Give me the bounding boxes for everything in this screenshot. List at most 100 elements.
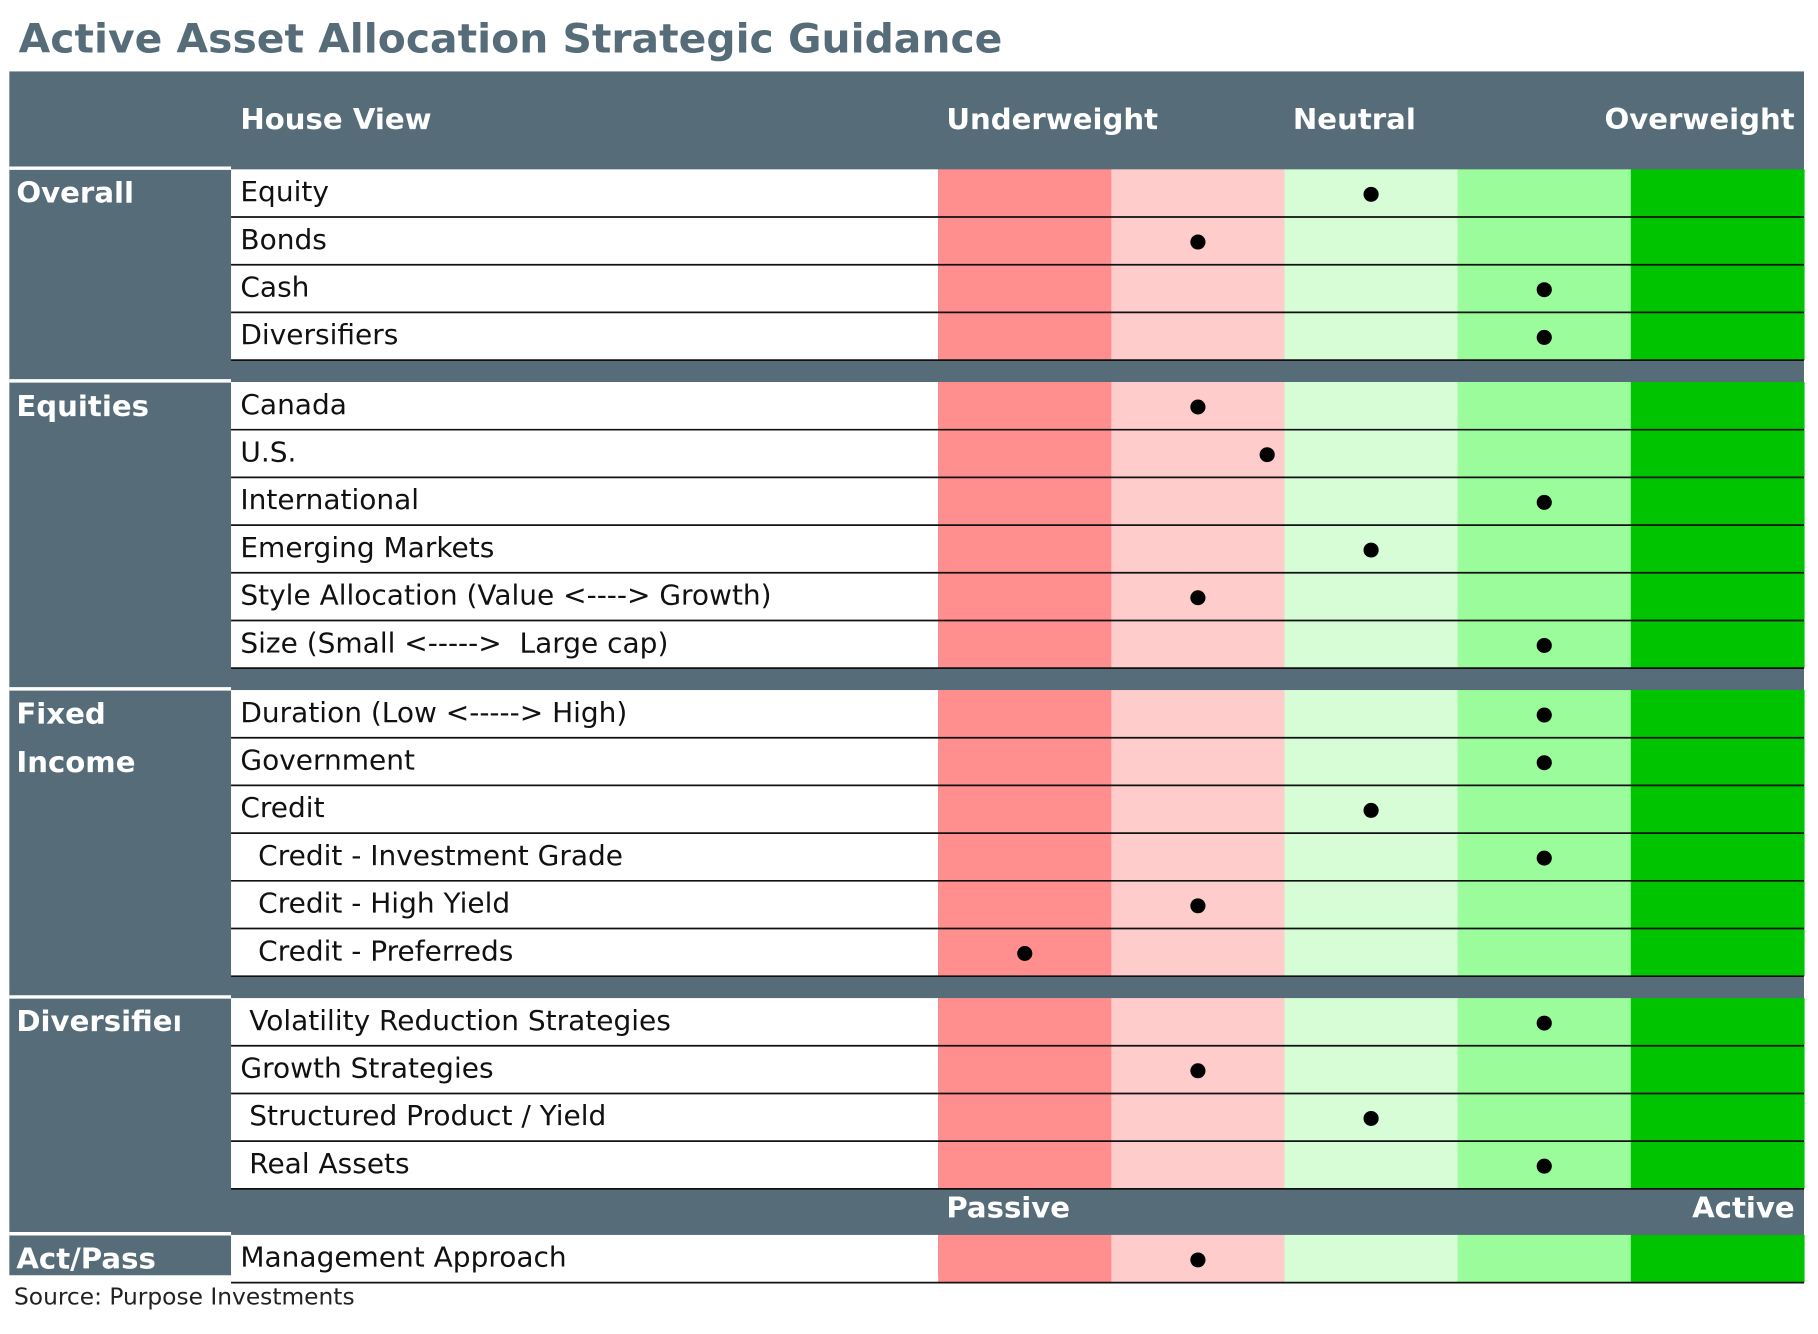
scale-cell xyxy=(1284,737,1459,786)
position-dot xyxy=(1536,1015,1552,1031)
group-label: Diversifiers xyxy=(16,1004,179,1039)
group-label: Equities xyxy=(16,388,150,423)
scale-cell xyxy=(1630,1093,1805,1142)
label-cell xyxy=(231,880,939,929)
label-cell xyxy=(231,312,939,361)
scale-cell xyxy=(1630,1234,1805,1283)
scale-cell xyxy=(1457,572,1632,621)
label-cell xyxy=(231,169,939,218)
scale-cell xyxy=(1630,690,1805,738)
scale-cell xyxy=(1457,928,1632,977)
label-cell xyxy=(231,833,939,881)
scale-cell xyxy=(938,312,1112,361)
position-dot xyxy=(1536,850,1552,866)
row-label: Volatility Reduction Strategies xyxy=(240,1004,670,1037)
scale-cell xyxy=(1284,998,1459,1046)
position-dot xyxy=(1190,399,1206,415)
scale-cell xyxy=(1630,785,1805,834)
position-dot xyxy=(1190,898,1206,914)
scale-cell xyxy=(1284,880,1459,929)
row-label: Credit xyxy=(240,791,324,824)
scale-cell xyxy=(938,1093,1112,1142)
group-label: Fixed Income xyxy=(16,696,136,779)
scale-cell xyxy=(1284,928,1459,977)
row-label: Duration (Low <-----> High) xyxy=(240,696,627,729)
scale-cell xyxy=(1284,1141,1459,1189)
scale-cell xyxy=(1284,1234,1459,1283)
position-dot xyxy=(1190,590,1206,606)
scale-cell xyxy=(938,1141,1112,1189)
group-label-box: Equities xyxy=(16,388,150,423)
scale-cell xyxy=(1457,785,1632,834)
scale-cell xyxy=(938,737,1112,786)
scale-cell xyxy=(1111,1093,1286,1142)
position-dot xyxy=(1536,1158,1552,1174)
scale-cell xyxy=(1111,737,1286,786)
row-label: Cash xyxy=(240,271,309,304)
position-dot xyxy=(1190,1252,1206,1268)
position-dot xyxy=(1190,234,1206,250)
scale-cell xyxy=(1111,998,1286,1046)
group-label: Act/Pass xyxy=(16,1241,156,1276)
scale-cell xyxy=(1630,1045,1805,1094)
scale-cell xyxy=(1111,690,1286,738)
position-dot xyxy=(1536,282,1552,298)
row-label: Credit - Preferreds xyxy=(240,934,513,967)
label-cell xyxy=(231,217,939,265)
position-dot xyxy=(1536,494,1552,510)
label-cell xyxy=(231,381,939,430)
scale-cell xyxy=(1630,525,1805,573)
scale-cell xyxy=(1111,312,1286,361)
scale-cell xyxy=(1111,169,1286,218)
scale-cell xyxy=(1630,1141,1805,1189)
scale-cell xyxy=(1284,620,1459,669)
scale-cell xyxy=(1457,880,1632,929)
scale-cell xyxy=(1111,477,1286,526)
scale-cell xyxy=(1630,998,1805,1046)
scale-cell xyxy=(1284,217,1459,265)
scale-cell xyxy=(1111,429,1286,478)
scale-cell xyxy=(1111,833,1286,881)
scale-cell xyxy=(1111,928,1286,977)
scale-cell xyxy=(938,429,1112,478)
scale-cell xyxy=(938,620,1112,669)
row-label: Size (Small <-----> Large cap) xyxy=(240,626,668,659)
scale-cell xyxy=(1457,169,1632,218)
scale-cell xyxy=(1630,928,1805,977)
position-dot xyxy=(1363,542,1379,558)
source: Source: Purpose Investments xyxy=(14,1284,355,1311)
label-cell xyxy=(231,477,939,526)
label-cell xyxy=(231,1234,939,1283)
scale-cell xyxy=(938,833,1112,881)
position-dot xyxy=(1259,447,1275,463)
label-cell xyxy=(231,572,939,621)
scale-cell xyxy=(1457,429,1632,478)
row-label: Canada xyxy=(240,388,347,421)
scale-cell xyxy=(938,785,1112,834)
scale-cell xyxy=(938,217,1112,265)
position-dot xyxy=(1536,755,1552,771)
scale-cell xyxy=(938,381,1112,430)
row-label: Credit - High Yield xyxy=(240,887,510,920)
scale-cell xyxy=(1111,264,1286,313)
scale-cell xyxy=(1457,1045,1632,1094)
group-label-box: Fixed Income xyxy=(16,696,136,779)
row-label: Real Assets xyxy=(240,1147,409,1180)
row-label: U.S. xyxy=(240,436,296,469)
scale-cell xyxy=(1457,1093,1632,1142)
scale-cell xyxy=(938,998,1112,1046)
position-dot xyxy=(1190,1063,1206,1079)
scale-cell xyxy=(1630,737,1805,786)
label-cell xyxy=(231,1045,939,1094)
scale-cell xyxy=(1284,572,1459,621)
row-label: Government xyxy=(240,744,415,777)
scale-cell xyxy=(938,1234,1112,1283)
label-cell xyxy=(231,1141,939,1189)
scale-cell xyxy=(1630,312,1805,361)
scale-cell xyxy=(1457,525,1632,573)
scale-cell xyxy=(1284,690,1459,738)
position-dot xyxy=(1536,329,1552,345)
header-neutral: Neutral xyxy=(1293,102,1416,136)
